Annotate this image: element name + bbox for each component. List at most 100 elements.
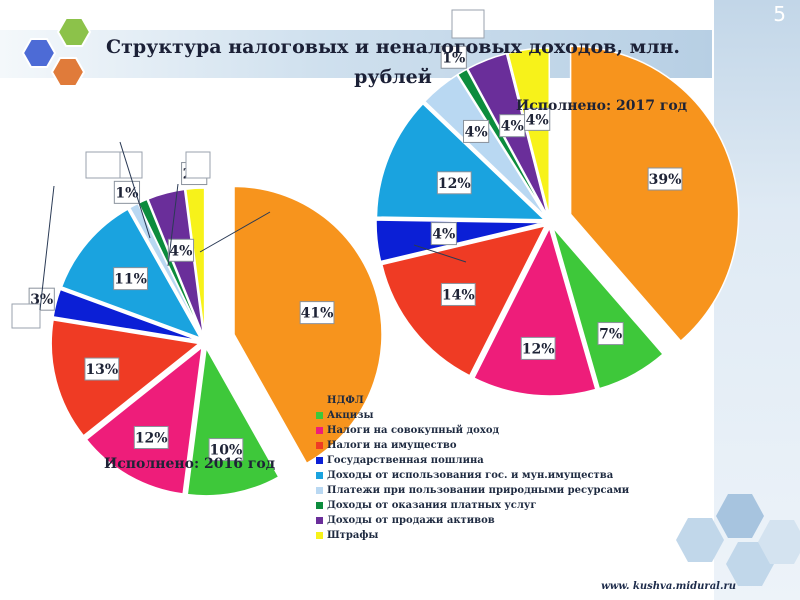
slide-title: Структура налоговых и неналоговых доходо… [105, 36, 681, 88]
pie-slice-2016-9 [146, 188, 205, 337]
legend-label: Доходы от продажи активов [327, 515, 495, 526]
leader-lines [39, 141, 467, 311]
pie-slice-2017-5 [375, 219, 545, 263]
legend-label: Государственная пошлина [327, 455, 484, 466]
hex-green-icon [56, 17, 92, 47]
decor-hex-4-icon [758, 520, 800, 564]
pie-slice-2016-4 [50, 319, 201, 437]
callout-box-2017-top [451, 9, 485, 39]
callout-box-2016-b [119, 151, 143, 179]
data-label: 39% [649, 172, 682, 188]
data-label-box [113, 180, 141, 204]
callout-box-2016-a [85, 151, 121, 179]
legend-swatch [316, 442, 323, 449]
data-label-box [133, 425, 169, 449]
pie-2016: 41%10%12%13%3%11%1%4%2% [28, 162, 383, 497]
data-label: 12% [135, 430, 168, 446]
data-label-box [436, 171, 472, 195]
footer-url: www. kushva.midural.ru [601, 581, 736, 592]
pie-2017: 39%7%12%14%4%12%4%1%4% 4% [375, 45, 740, 397]
caption-2016: Исполнено: 2016 год [104, 456, 276, 472]
legend-label: Доходы от использования гос. и мун.имуще… [327, 470, 614, 481]
data-label-box [299, 301, 335, 325]
legend-label: Налоги на совокупный доход [327, 425, 500, 436]
data-label-box [463, 119, 490, 143]
hex-blue-icon [21, 38, 57, 68]
data-label: 1% [115, 185, 138, 201]
legend-swatch [316, 472, 323, 479]
pie-slice-2017-1 [569, 45, 740, 343]
decor-hex-1-icon [716, 494, 764, 538]
legend-label: Доходы от оказания платных услуг [327, 500, 537, 511]
data-label: 13% [85, 362, 118, 378]
data-label: 4% [501, 119, 524, 135]
data-label-box [208, 438, 244, 462]
legend-label: Налоги на имущество [327, 440, 457, 451]
legend-label: Платежи при пользовании природными ресур… [327, 485, 630, 496]
legend-item: Доходы от продажи активов [316, 513, 629, 528]
data-label: 14% [442, 287, 475, 303]
legend-item: Налоги на имущество [316, 438, 629, 453]
legend-item: Налоги на совокупный доход [316, 423, 629, 438]
legend-item: Государственная пошлина [316, 453, 629, 468]
data-label-box [597, 322, 624, 346]
legend-label: Штрафы [327, 530, 379, 541]
pie-slice-2016-3 [85, 345, 204, 495]
data-label-box [440, 45, 467, 69]
decor-hex-3-icon [726, 542, 774, 586]
pie-slice-2017-6 [375, 102, 547, 221]
legend-swatch [316, 487, 323, 494]
data-label: 10% [210, 443, 243, 459]
data-label-box [440, 282, 476, 306]
data-label-box [84, 357, 120, 381]
decor-hexagons [676, 494, 800, 586]
data-label: 4% [465, 124, 488, 140]
data-label-box [430, 222, 457, 246]
leader-line-1 [119, 141, 151, 239]
data-label-box [113, 267, 148, 291]
pie-slice-2016-1 [233, 185, 383, 465]
legend: НДФЛ Акцизы Налоги на совокупный доход Н… [316, 393, 629, 543]
legend-label: Акцизы [327, 410, 374, 421]
pie-slice-2017-7 [423, 73, 547, 218]
pie-slice-2017-10 [506, 47, 551, 217]
data-label-box [524, 107, 551, 131]
legend-item: Доходы от использования гос. и мун.имуще… [316, 468, 629, 483]
pie-slice-2016-5 [52, 288, 200, 342]
data-label: 4% [526, 112, 549, 128]
legend-item: НДФЛ [316, 393, 629, 408]
pie-slice-2017-2 [552, 226, 665, 390]
legend-label: НДФЛ [327, 395, 364, 406]
data-label: 1% [442, 50, 465, 66]
callout-box-2016-c [185, 151, 211, 179]
legend-swatch [316, 412, 323, 419]
data-label: 7% [599, 327, 622, 343]
leader-line-4 [167, 183, 179, 267]
legend-item: Штрафы [316, 528, 629, 543]
data-label: 12% [438, 176, 471, 192]
data-label-box [647, 167, 683, 191]
data-label: 12% [522, 341, 555, 357]
callout-box-2016-left [11, 303, 41, 329]
legend-swatch [316, 397, 323, 404]
hexagon-logo [21, 17, 92, 87]
data-label-box [520, 336, 556, 360]
leader-line-3 [199, 211, 271, 253]
pie-slice-2016-10 [184, 187, 206, 337]
legend-swatch [316, 502, 323, 509]
legend-swatch [316, 427, 323, 434]
data-label: 4% [432, 227, 455, 243]
legend-swatch [316, 457, 323, 464]
slide-number: 5 [773, 2, 786, 26]
data-label: 4% [169, 243, 192, 259]
decor-hex-2-icon [676, 518, 724, 562]
data-label-box [167, 238, 195, 262]
data-label: 11% [114, 272, 147, 288]
legend-item: Доходы от оказания платных услуг [316, 498, 629, 513]
caption-2017: Исполнено: 2017 год [516, 98, 688, 114]
legend-swatch [316, 532, 323, 539]
leader-line-2 [39, 185, 55, 311]
legend-item: Акцизы [316, 408, 629, 423]
pie-slice-2017-3 [472, 225, 597, 397]
